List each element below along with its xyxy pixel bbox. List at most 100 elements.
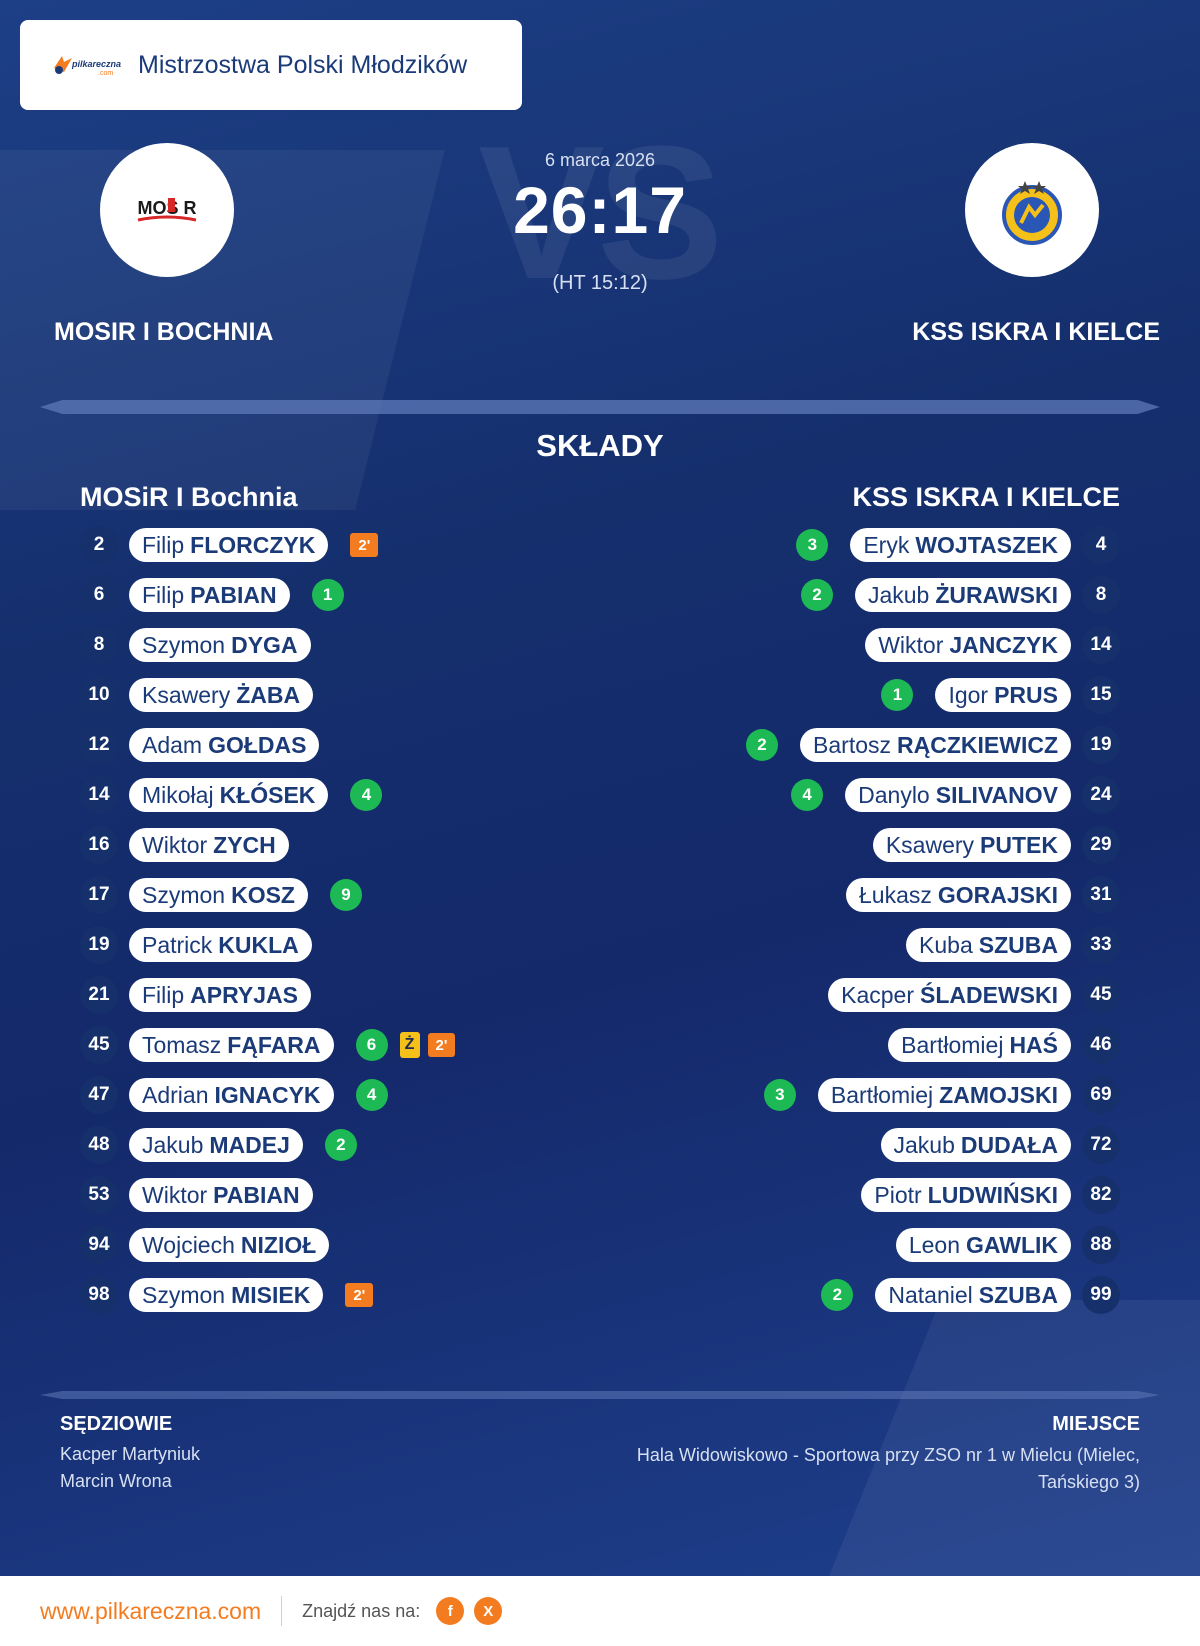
player-name: Wojciech NIZIOŁ xyxy=(129,1228,330,1262)
player-last-name: PABIAN xyxy=(190,581,277,608)
player-number: 33 xyxy=(1082,926,1120,964)
player-first-name: Mikołaj xyxy=(142,781,214,808)
player-name: Kacper ŚLADEWSKI xyxy=(828,978,1071,1012)
away-team-logo xyxy=(965,143,1099,277)
away-team-name: KSS ISKRA I KIELCE xyxy=(912,318,1160,346)
player-number: 69 xyxy=(1082,1076,1120,1114)
player-number: 19 xyxy=(80,926,118,964)
competition-title: Mistrzostwa Polski Młodzików xyxy=(138,50,468,79)
player-name: Wiktor PABIAN xyxy=(129,1178,313,1212)
player-stats: 2' xyxy=(350,533,379,557)
player-stats: 2 xyxy=(800,579,833,611)
player-last-name: KUKLA xyxy=(218,931,299,958)
player-number: 45 xyxy=(1082,976,1120,1014)
player-stats: 1 xyxy=(881,679,914,711)
player-number: 94 xyxy=(80,1226,118,1264)
player-number: 2 xyxy=(80,526,118,564)
player-number: 14 xyxy=(1082,626,1120,664)
player-last-name: ZAMOJSKI xyxy=(939,1081,1058,1108)
svg-text:.com: .com xyxy=(98,70,113,77)
suspension-badge: 2' xyxy=(345,1283,374,1307)
referee-name: Marcin Wrona xyxy=(60,1471,172,1491)
player-name: Ksawery PUTEK xyxy=(872,828,1071,862)
player-number: 48 xyxy=(80,1126,118,1164)
player-first-name: Szymon xyxy=(142,881,226,908)
player-first-name: Kacper xyxy=(841,981,914,1008)
player-row: Leon GAWLIK 88 xyxy=(746,1220,1120,1270)
player-row: Kuba SZUBA 33 xyxy=(746,920,1120,970)
player-last-name: WOJTASZEK xyxy=(915,531,1058,558)
facebook-icon[interactable]: f xyxy=(436,1597,465,1625)
home-team-logo: MOS R xyxy=(100,143,234,277)
player-last-name: GAWLIK xyxy=(966,1231,1058,1258)
player-number: 53 xyxy=(80,1176,118,1214)
player-number: 14 xyxy=(80,776,118,814)
x-icon[interactable]: X xyxy=(474,1597,503,1625)
goals-badge: 6 xyxy=(355,1029,388,1061)
player-stats: 3 xyxy=(796,529,829,561)
player-row: 3 Bartłomiej ZAMOJSKI 69 xyxy=(746,1070,1120,1120)
player-row: 2 Bartosz RĄCZKIEWICZ 19 xyxy=(746,720,1120,770)
player-stats: 2 xyxy=(324,1129,357,1161)
footer-separator xyxy=(281,1596,283,1626)
player-row: 6 Filip PABIAN 1 xyxy=(80,570,455,620)
goals-badge: 2 xyxy=(800,579,833,611)
player-name: Leon GAWLIK xyxy=(895,1228,1071,1262)
player-row: 94 Wojciech NIZIOŁ xyxy=(80,1220,455,1270)
player-last-name: SZUBA xyxy=(978,931,1058,958)
player-name: Szymon MISIEK xyxy=(129,1278,324,1312)
player-first-name: Igor xyxy=(948,681,989,708)
find-us-label: Znajdź nas na: xyxy=(302,1600,421,1621)
player-name: Filip FLORCZYK xyxy=(129,528,329,562)
player-last-name: JANCZYK xyxy=(949,631,1058,658)
player-last-name: ZYCH xyxy=(213,831,276,858)
goals-badge: 2 xyxy=(324,1129,357,1161)
player-number: 99 xyxy=(1082,1276,1120,1314)
player-first-name: Bartłomiej xyxy=(901,1031,1004,1058)
player-row: 47 Adrian IGNACYK 4 xyxy=(80,1070,455,1120)
home-team-name: MOSIR I BOCHNIA xyxy=(54,318,274,346)
player-name: Jakub MADEJ xyxy=(129,1128,303,1162)
vs-watermark: VS xyxy=(478,107,723,319)
match-date: 6 marca 2026 xyxy=(544,150,656,170)
player-first-name: Ksawery xyxy=(142,681,231,708)
player-row: 21 Filip APRYJAS xyxy=(80,970,455,1020)
player-first-name: Tomasz xyxy=(142,1031,222,1058)
player-row: 4 Danylo SILIVANOV 24 xyxy=(746,770,1120,820)
player-number: 12 xyxy=(80,726,118,764)
player-number: 6 xyxy=(80,576,118,614)
player-last-name: PRUS xyxy=(994,681,1058,708)
player-row: Kacper ŚLADEWSKI 45 xyxy=(746,970,1120,1020)
footer-divider xyxy=(40,1391,1160,1399)
player-first-name: Wiktor xyxy=(142,1181,208,1208)
player-last-name: GOŁDAS xyxy=(208,731,307,758)
player-name: Igor PRUS xyxy=(935,678,1071,712)
player-last-name: PUTEK xyxy=(980,831,1058,858)
player-number: 21 xyxy=(80,976,118,1014)
website-link[interactable]: www.pilkareczna.com xyxy=(40,1597,262,1624)
player-number: 82 xyxy=(1082,1176,1120,1214)
player-name: Szymon KOSZ xyxy=(129,878,308,912)
yellow-card-badge: Ż xyxy=(399,1032,420,1058)
player-first-name: Eryk xyxy=(863,531,910,558)
player-last-name: DUDAŁA xyxy=(960,1131,1058,1158)
graphic-background: VS pilkareczna .com Mistrzostwa Polski M… xyxy=(0,0,1200,1576)
away-lineup-title: KSS ISKRA I KIELCE xyxy=(852,482,1120,512)
player-first-name: Szymon xyxy=(142,631,226,658)
player-row: 12 Adam GOŁDAS xyxy=(80,720,455,770)
player-row: Bartłomiej HAŚ 46 xyxy=(746,1020,1120,1070)
player-name: Szymon DYGA xyxy=(129,628,311,662)
player-first-name: Wojciech xyxy=(142,1231,235,1258)
player-last-name: SILIVANOV xyxy=(935,781,1058,808)
player-first-name: Jakub xyxy=(142,1131,204,1158)
player-first-name: Filip xyxy=(142,981,185,1008)
player-number: 45 xyxy=(80,1026,118,1064)
player-name: Wiktor ZYCH xyxy=(129,828,289,862)
player-name: Eryk WOJTASZEK xyxy=(850,528,1071,562)
player-row: 1 Igor PRUS 15 xyxy=(746,670,1120,720)
player-number: 72 xyxy=(1082,1126,1120,1164)
player-stats: 4 xyxy=(355,1079,388,1111)
goals-badge: 2 xyxy=(821,1279,854,1311)
player-last-name: ŚLADEWSKI xyxy=(920,981,1058,1008)
goals-badge: 4 xyxy=(350,779,383,811)
